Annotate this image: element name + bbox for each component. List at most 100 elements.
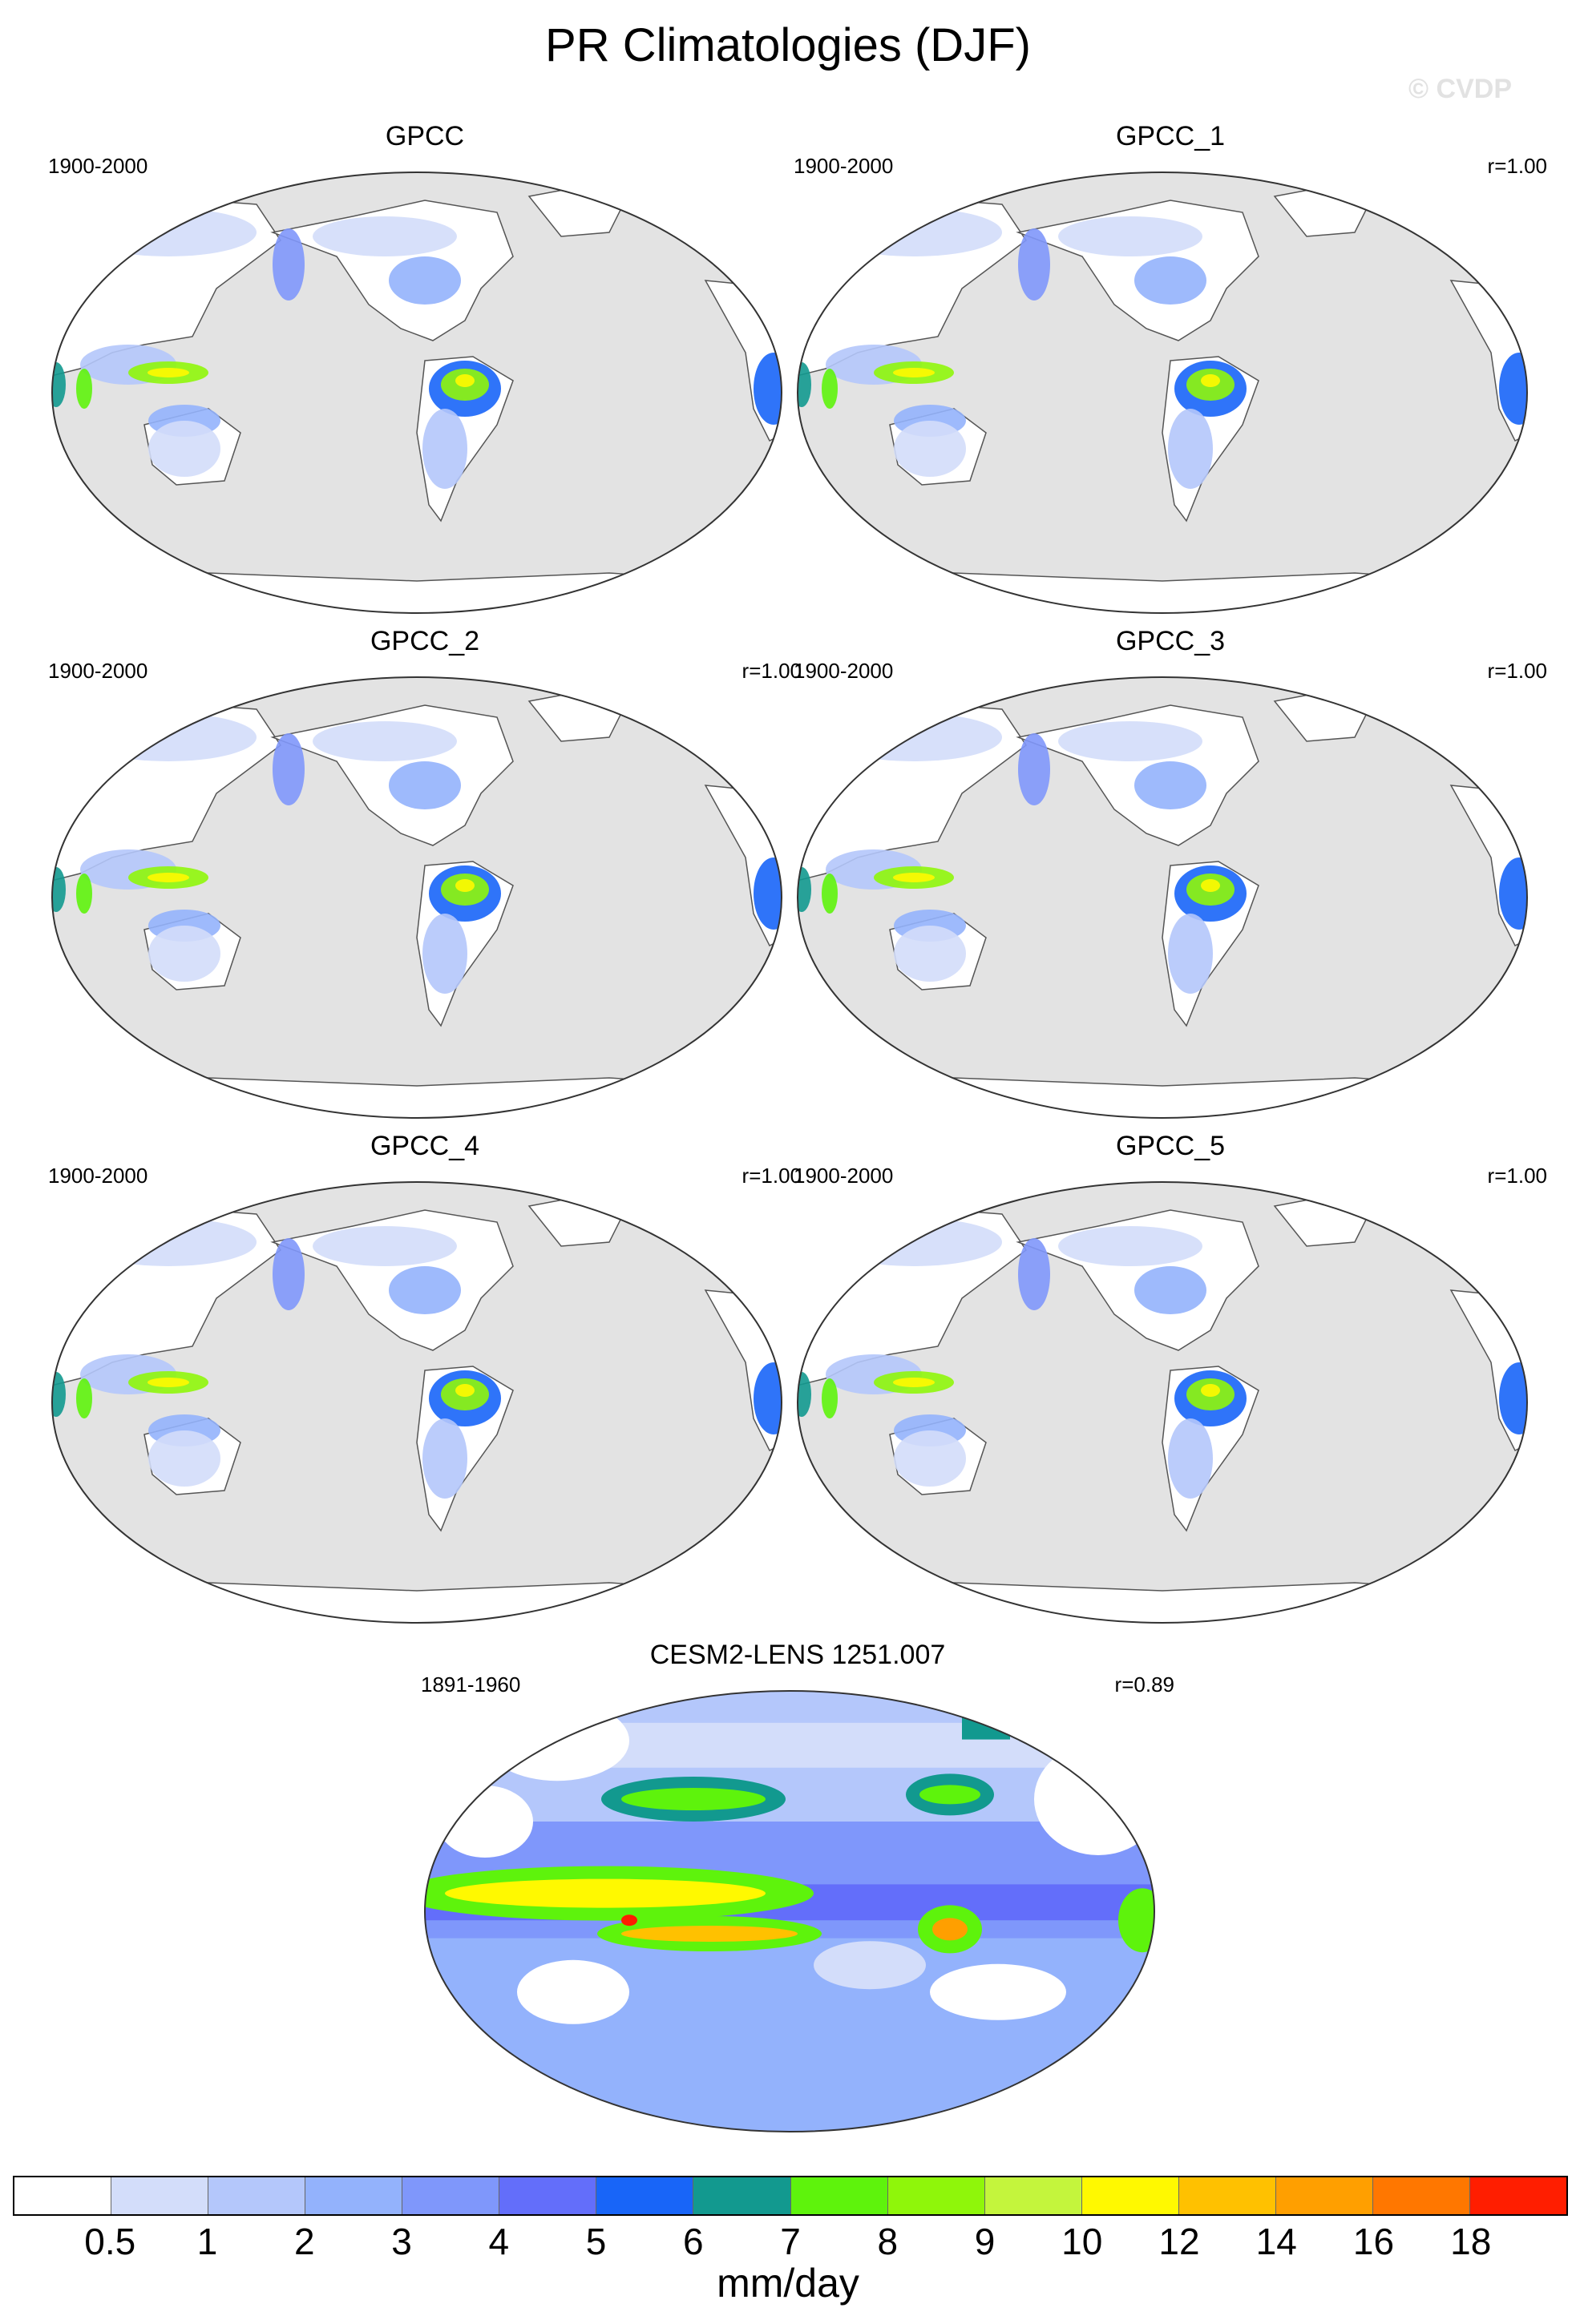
rain-indonesia-core <box>893 1378 935 1387</box>
rain-amazon-peak <box>1201 1384 1220 1397</box>
rain-southern-africa <box>1499 1362 1527 1434</box>
rain-europe <box>1463 709 1527 765</box>
panel-title: GPCC <box>385 121 465 151</box>
rain-amazon-peak <box>1201 879 1220 892</box>
dry-australia <box>517 1959 629 2024</box>
colorbar-tick-label: 1 <box>196 2221 218 2262</box>
colorbar-segment <box>208 2177 306 2214</box>
rain-nw-america-coast <box>273 733 305 805</box>
colorbar-segment <box>1372 2177 1470 2214</box>
colorbar-tick-label: 14 <box>1255 2221 1297 2262</box>
rain-southern-africa <box>1499 857 1527 930</box>
dry-sahara <box>1034 1743 1154 1855</box>
panel-period: 1900-2000 <box>48 154 148 178</box>
rain-europe <box>717 709 782 765</box>
rain-madagascar <box>76 1378 92 1418</box>
panel-correlation: r=1.00 <box>1487 659 1547 683</box>
map-panel-gpcc_1: GPCC_1 1900-2000 r=1.00 <box>794 120 1547 641</box>
rain-australia <box>148 926 220 982</box>
colorbar <box>13 2176 1568 2216</box>
colorbar-segment <box>305 2177 403 2214</box>
figure-title: PR Climatologies (DJF) <box>545 19 1031 71</box>
rain-canada <box>1058 1226 1202 1266</box>
rain-madagascar <box>822 369 838 409</box>
colorbar-segment <box>1469 2177 1566 2214</box>
rain-south-america <box>1168 409 1213 489</box>
rain-indonesia-core <box>147 1378 189 1387</box>
colorbar-tick-label: 5 <box>585 2221 607 2262</box>
rain-nw-america-coast <box>273 1238 305 1310</box>
map <box>51 1181 782 1624</box>
panel-correlation: r=1.00 <box>1487 1164 1547 1188</box>
panel-title: GPCC_2 <box>370 626 480 656</box>
rain-amazon-peak <box>455 1384 475 1397</box>
map <box>51 171 782 614</box>
map-border <box>797 1181 1528 1624</box>
rain-west-africa-edge <box>798 1372 811 1417</box>
colorbar-tick-label: 4 <box>488 2221 510 2262</box>
map-panel-gpcc_3: GPCC_3 1900-2000 r=1.00 <box>794 625 1547 1146</box>
rain-eastern-us <box>389 256 461 305</box>
south-africa-rain <box>1118 1888 1154 1953</box>
map-panel-gpcc_2: GPCC_2 1900-2000 r=1.00 <box>48 625 802 1146</box>
rain-siberia <box>826 208 1002 256</box>
rain-siberia <box>826 713 1002 761</box>
panel-title: GPCC_4 <box>370 1131 480 1161</box>
rain-amazon-peak <box>455 879 475 892</box>
rain-canada <box>313 216 457 256</box>
panel-correlation: r=0.89 <box>1114 1672 1174 1697</box>
rain-siberia <box>80 1218 257 1266</box>
panel-period: 1891-1960 <box>421 1672 521 1697</box>
rain-southern-africa <box>754 1362 782 1434</box>
panel-period: 1900-2000 <box>794 154 894 178</box>
panel-period: 1900-2000 <box>794 1164 894 1188</box>
map <box>51 676 782 1119</box>
spcz-core <box>621 1926 798 1942</box>
map-border <box>51 171 782 614</box>
atlantic-storm-track-core <box>919 1785 980 1805</box>
rain-madagascar <box>76 874 92 914</box>
colorbar-tick-label: 12 <box>1158 2221 1200 2262</box>
map-border <box>797 676 1528 1119</box>
southern-ocean-band <box>425 1938 1154 2132</box>
colorbar-labels: 0.5 1 2 3 4 5 6 7 8 9 10 12 14 16 18 <box>13 2220 1568 2262</box>
rain-canada <box>1058 721 1202 761</box>
rain-west-africa-edge <box>798 867 811 912</box>
colorbar-segment <box>984 2177 1082 2214</box>
map <box>797 676 1528 1119</box>
rain-madagascar <box>76 369 92 409</box>
panel-title: GPCC_1 <box>1115 121 1226 151</box>
rain-nw-america-coast <box>1018 228 1050 301</box>
colorbar-tick-label: 7 <box>780 2221 801 2262</box>
pacific-storm-track-core <box>621 1788 766 1810</box>
panel-correlation: r=1.00 <box>1487 154 1547 178</box>
colorbar-tick-label: 9 <box>974 2221 996 2262</box>
colorbar-tick-label: 2 <box>293 2221 315 2262</box>
rain-madagascar <box>822 874 838 914</box>
rain-canada <box>313 1226 457 1266</box>
colorbar-segment <box>14 2177 112 2214</box>
rain-eastern-us <box>1134 1266 1206 1314</box>
rain-australia <box>894 926 966 982</box>
panel-correlation: r=1.00 <box>742 659 802 683</box>
rain-nw-america-coast <box>1018 1238 1050 1310</box>
rain-west-africa-edge <box>798 362 811 407</box>
colorbar-tick-label: 8 <box>877 2221 899 2262</box>
map-panel-cesm2: CESM2-LENS 1251.007 1891-1960 r=0.89 <box>421 1639 1174 2160</box>
greenland-wet-spot <box>962 1713 1010 1740</box>
map-panel-gpcc: GPCC 1900-2000 <box>48 120 802 641</box>
colorbar-segment <box>1275 2177 1373 2214</box>
colorbar-tick-label: 10 <box>1061 2221 1103 2262</box>
rain-canada <box>313 721 457 761</box>
map <box>424 1690 1155 2132</box>
map-panel-gpcc_5: GPCC_5 1900-2000 r=1.00 <box>794 1130 1547 1651</box>
rain-amazon-peak <box>455 374 475 387</box>
rain-amazon-peak <box>1201 374 1220 387</box>
colorbar-units: mm/day <box>717 2261 859 2306</box>
rain-indonesia-core <box>147 873 189 882</box>
colorbar-segment <box>1178 2177 1276 2214</box>
colorbar-tick-label: 0.5 <box>84 2221 136 2262</box>
rain-southern-africa <box>1499 353 1527 425</box>
map-border <box>51 1181 782 1624</box>
rain-australia <box>894 421 966 477</box>
